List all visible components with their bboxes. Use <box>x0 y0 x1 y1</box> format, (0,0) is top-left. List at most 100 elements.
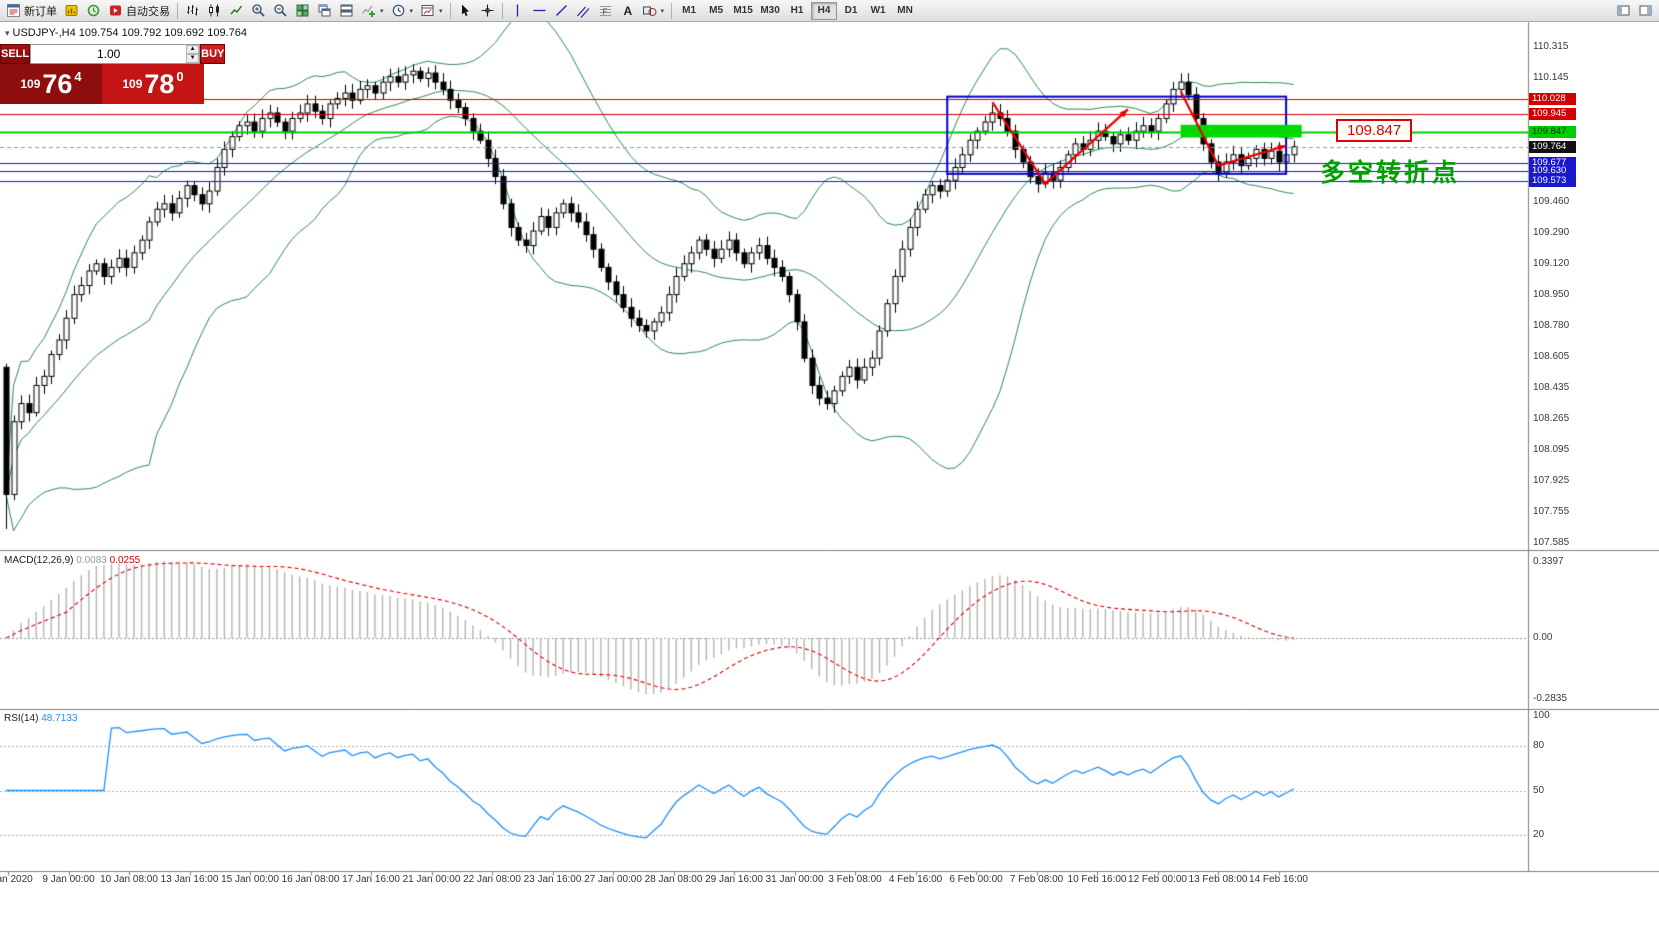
volume-stepper: ▲ ▼ <box>186 45 200 63</box>
price-axis-tick: 107.925 <box>1533 474 1570 486</box>
price-tag: 109.764 <box>1529 140 1576 153</box>
tile-windows-button[interactable] <box>292 1 313 21</box>
time-axis-label: 8 Jan 2020 <box>0 874 33 885</box>
volume-up-button[interactable]: ▲ <box>186 45 200 54</box>
line-chart-button[interactable] <box>226 1 247 21</box>
time-axis-label: 3 Feb 08:00 <box>828 874 882 885</box>
trendline-button[interactable] <box>551 1 572 21</box>
tf-button-H4[interactable]: H4 <box>811 1 838 20</box>
price-axis-tick: 110.145 <box>1533 71 1569 83</box>
template-button[interactable]: ▾ <box>417 1 446 21</box>
line-chart-icon <box>229 3 244 18</box>
time-axis-label: 6 Feb 00:00 <box>949 874 1003 885</box>
candlestick-chart-button[interactable] <box>204 1 225 21</box>
volume-input[interactable] <box>31 45 187 63</box>
arrange-windows-button[interactable] <box>336 1 357 21</box>
tf-button-M15[interactable]: M15 <box>730 2 756 20</box>
price-tag: 109.847 <box>1529 125 1576 138</box>
hline-icon <box>532 3 547 18</box>
sell-price-big: 76 <box>42 68 73 99</box>
macd-scale-label: -0.2835 <box>1533 693 1567 704</box>
price-axis-tick: 107.755 <box>1533 505 1570 517</box>
autotrade-status-button[interactable] <box>83 1 104 21</box>
sell-button[interactable]: SELL <box>0 44 31 64</box>
channel-button[interactable] <box>573 1 594 21</box>
new-order-button[interactable]: 新订单 <box>3 1 60 21</box>
text-button[interactable]: A <box>617 1 638 21</box>
tf-button-M30[interactable]: M30 <box>757 2 783 20</box>
price-axis-tick: 108.605 <box>1533 351 1570 363</box>
rsi-indicator-label: RSI(14) 48.7133 <box>4 713 77 724</box>
new-order-icon <box>6 3 21 18</box>
time-axis-label: 17 Jan 16:00 <box>342 874 400 885</box>
indicators-button[interactable]: ▾ <box>358 1 387 21</box>
shapes-button[interactable]: ▾ <box>639 1 668 21</box>
rsi-scale-label: 50 <box>1533 784 1545 796</box>
market-watch-button[interactable] <box>61 1 82 21</box>
price-axis-tick: 108.265 <box>1533 413 1570 425</box>
period-button[interactable]: ▾ <box>388 1 417 21</box>
price-tag: 109.573 <box>1529 175 1576 188</box>
fibonacci-button[interactable]: F <box>595 1 616 21</box>
price-tag: 109.945 <box>1529 107 1576 120</box>
time-axis-label: 29 Jan 16:00 <box>705 874 763 885</box>
tf-button-W1[interactable]: W1 <box>865 2 891 20</box>
dock-right-button[interactable] <box>1635 1 1656 21</box>
time-axis-label: 23 Jan 16:00 <box>523 874 582 885</box>
cursor-button[interactable] <box>455 1 476 21</box>
toolbar-button-label: 新订单 <box>24 5 57 18</box>
auto-trading-button[interactable]: 自动交易 <box>105 1 173 21</box>
fibonacci-icon: F <box>598 3 613 18</box>
vline-button[interactable] <box>507 1 528 21</box>
rsi-scale-label: 20 <box>1533 829 1545 841</box>
crosshair-button[interactable] <box>477 1 498 21</box>
macd-value-signal: 0.0255 <box>109 555 141 566</box>
dock-right-icon <box>1638 3 1653 18</box>
price-axis-tick: 108.950 <box>1533 288 1570 300</box>
volume-field: ▲ ▼ <box>30 44 201 64</box>
buy-button[interactable]: BUY <box>200 44 226 64</box>
time-axis-label: 12 Feb 00:00 <box>1128 874 1187 885</box>
buy-price[interactable]: 109 78 0 <box>102 64 204 104</box>
price-axis-tick: 107.585 <box>1533 536 1570 548</box>
zoom-out-button[interactable] <box>270 1 291 21</box>
price-axis-tick: 109.120 <box>1533 257 1570 269</box>
hline-button[interactable] <box>529 1 550 21</box>
toolbar-separator <box>449 2 451 19</box>
volume-down-button[interactable]: ▼ <box>186 54 200 63</box>
rsi-value: 48.7133 <box>41 713 78 724</box>
tf-button-D1[interactable]: D1 <box>838 2 864 20</box>
svg-text:A: A <box>623 4 632 18</box>
vline-icon <box>510 3 525 18</box>
cascade-windows-button[interactable] <box>314 1 335 21</box>
dock-left-button[interactable] <box>1613 1 1634 21</box>
chart-ohlc-header: ▾ USDJPY-,H4 109.754 109.792 109.692 109.… <box>5 27 247 39</box>
tf-button-H1[interactable]: H1 <box>784 2 810 20</box>
trade-controls-row: SELL ▲ ▼ BUY <box>0 44 226 64</box>
tf-button-MN[interactable]: MN <box>892 2 918 20</box>
dropdown-arrow-icon: ▾ <box>439 7 443 15</box>
sell-price[interactable]: 109 76 4 <box>0 64 102 104</box>
price-annotation-label: 109.847 <box>1336 119 1413 142</box>
zoom-in-button[interactable] <box>248 1 269 21</box>
time-axis-label: 13 Feb 08:00 <box>1188 874 1248 885</box>
svg-text:F: F <box>602 8 607 17</box>
tile-windows-icon <box>295 3 310 18</box>
dropdown-arrow-icon: ▾ <box>409 7 414 15</box>
price-tag: 109.630 <box>1529 165 1576 178</box>
macd-value-main: 0.0083 <box>76 555 107 566</box>
toolbar-separator <box>501 2 503 19</box>
time-axis-label: 9 Jan 00:00 <box>42 874 95 885</box>
tf-button-M1[interactable]: M1 <box>676 2 702 20</box>
one-click-trading-toggle-icon[interactable]: ▾ <box>5 28 10 38</box>
price-axis-tick: 108.435 <box>1533 382 1570 394</box>
rsi-name: RSI(14) <box>4 713 39 724</box>
buy-price-big: 78 <box>144 68 175 99</box>
crosshair-icon <box>480 3 495 18</box>
tf-button-M5[interactable]: M5 <box>703 2 729 20</box>
template-icon <box>420 3 435 18</box>
bar-chart-button[interactable] <box>182 1 203 21</box>
